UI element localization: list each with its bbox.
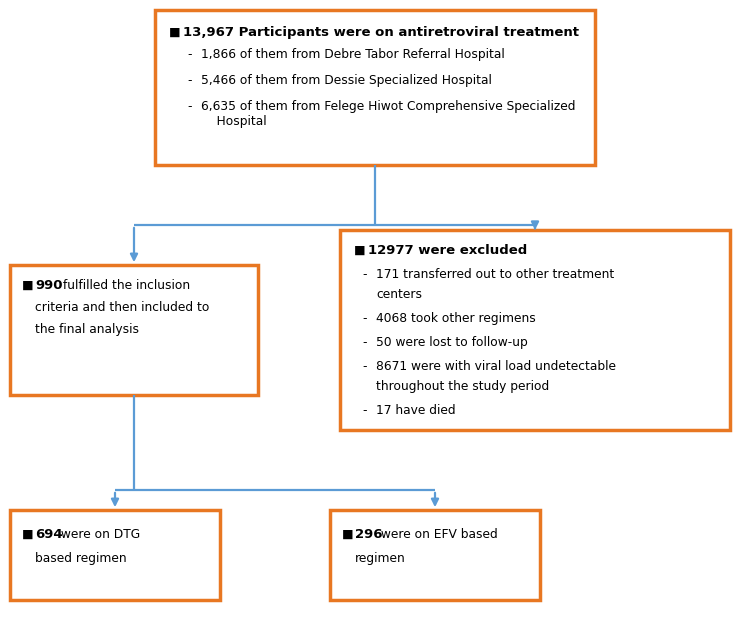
- Text: -: -: [362, 360, 367, 373]
- Text: based regimen: based regimen: [35, 552, 127, 565]
- Text: 1,866 of them from Debre Tabor Referral Hospital: 1,866 of them from Debre Tabor Referral …: [201, 48, 505, 61]
- Text: -: -: [362, 404, 367, 417]
- Bar: [155, 10, 595, 165]
- Text: were on DTG: were on DTG: [57, 528, 140, 541]
- Text: 4068 took other regimens: 4068 took other regimens: [376, 312, 536, 325]
- Text: 694: 694: [35, 528, 62, 541]
- Text: centers: centers: [376, 288, 422, 301]
- Text: -: -: [187, 48, 191, 61]
- Text: were on EFV based: were on EFV based: [377, 528, 498, 541]
- Text: 5,466 of them from Dessie Specialized Hospital: 5,466 of them from Dessie Specialized Ho…: [201, 74, 492, 87]
- Text: regimen: regimen: [355, 552, 406, 565]
- Bar: [340, 230, 730, 430]
- Text: 990: 990: [35, 279, 62, 292]
- Text: 12977 were excluded: 12977 were excluded: [368, 244, 527, 257]
- Bar: [10, 510, 220, 600]
- Text: -: -: [187, 100, 191, 113]
- Text: the final analysis: the final analysis: [35, 323, 139, 336]
- Bar: [10, 265, 258, 395]
- Text: 171 transferred out to other treatment: 171 transferred out to other treatment: [376, 268, 614, 281]
- Text: -: -: [362, 268, 367, 281]
- Text: -: -: [362, 312, 367, 325]
- Text: 8671 were with viral load undetectable: 8671 were with viral load undetectable: [376, 360, 616, 373]
- Text: 296: 296: [355, 528, 382, 541]
- Text: -: -: [362, 336, 367, 349]
- Text: ■: ■: [354, 244, 366, 257]
- Bar: [330, 510, 540, 600]
- Text: 50 were lost to follow-up: 50 were lost to follow-up: [376, 336, 528, 349]
- Text: ■: ■: [22, 279, 34, 292]
- Text: 13,967 Participants were on antiretroviral treatment: 13,967 Participants were on antiretrovir…: [183, 26, 579, 39]
- Text: -: -: [187, 74, 191, 87]
- Text: criteria and then included to: criteria and then included to: [35, 301, 209, 314]
- Text: throughout the study period: throughout the study period: [376, 380, 549, 393]
- Text: ■: ■: [342, 528, 354, 541]
- Text: fulfilled the inclusion: fulfilled the inclusion: [59, 279, 190, 292]
- Text: 6,635 of them from Felege Hiwot Comprehensive Specialized
    Hospital: 6,635 of them from Felege Hiwot Comprehe…: [201, 100, 575, 128]
- Text: ■: ■: [22, 528, 34, 541]
- Text: 17 have died: 17 have died: [376, 404, 455, 417]
- Text: ■: ■: [169, 26, 181, 39]
